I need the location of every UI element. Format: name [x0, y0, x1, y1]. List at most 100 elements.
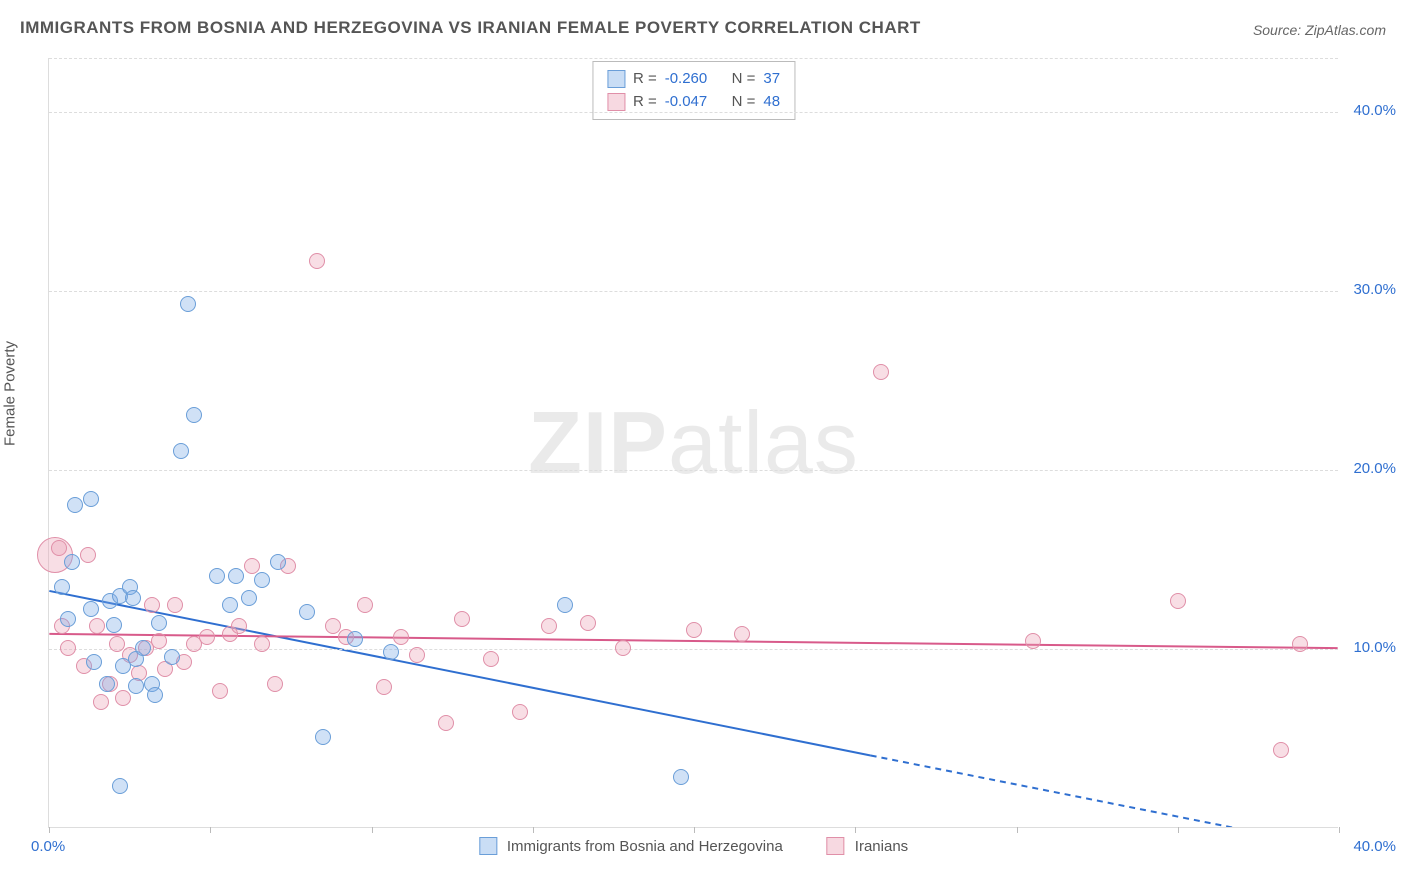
data-point: [873, 364, 889, 380]
data-point: [151, 615, 167, 631]
data-point: [186, 407, 202, 423]
data-point: [83, 491, 99, 507]
data-point: [357, 597, 373, 613]
swatch-blue-icon: [607, 70, 625, 88]
y-tick-label: 10.0%: [1353, 639, 1396, 656]
y-axis-label: Female Poverty: [2, 341, 19, 446]
data-point: [673, 769, 689, 785]
x-tick: [210, 827, 211, 833]
source-label: Source: ZipAtlas.com: [1253, 22, 1386, 38]
data-point: [383, 644, 399, 660]
data-point: [86, 654, 102, 670]
n-label: N =: [732, 91, 756, 114]
data-point: [512, 704, 528, 720]
data-point: [454, 611, 470, 627]
data-point: [615, 640, 631, 656]
data-point: [60, 611, 76, 627]
y-tick-label: 30.0%: [1353, 281, 1396, 298]
data-point: [299, 604, 315, 620]
watermark-zip: ZIP: [528, 393, 668, 492]
x-tick: [372, 827, 373, 833]
data-point: [54, 579, 70, 595]
data-point: [483, 651, 499, 667]
data-point: [241, 590, 257, 606]
data-point: [315, 729, 331, 745]
data-point: [347, 631, 363, 647]
data-point: [80, 547, 96, 563]
data-point: [173, 443, 189, 459]
data-point: [254, 572, 270, 588]
data-point: [228, 568, 244, 584]
r-label: R =: [633, 91, 657, 114]
data-point: [167, 597, 183, 613]
gridline: [49, 112, 1338, 113]
gridline: [49, 291, 1338, 292]
data-point: [212, 683, 228, 699]
x-tick: [1017, 827, 1018, 833]
data-point: [270, 554, 286, 570]
watermark: ZIPatlas: [528, 392, 859, 494]
data-point: [1273, 742, 1289, 758]
data-point: [115, 690, 131, 706]
gridline: [49, 649, 1338, 650]
swatch-pink-icon: [607, 93, 625, 111]
data-point: [376, 679, 392, 695]
gridline: [49, 470, 1338, 471]
trend-lines: [49, 58, 1338, 827]
x-tick-label-right: 40.0%: [1353, 838, 1396, 855]
n-label: N =: [732, 68, 756, 91]
n-value-pink: 48: [763, 91, 780, 114]
data-point: [1025, 633, 1041, 649]
data-point: [199, 629, 215, 645]
r-value-blue: -0.260: [665, 68, 708, 91]
data-point: [151, 633, 167, 649]
data-point: [144, 597, 160, 613]
n-value-blue: 37: [763, 68, 780, 91]
x-tick: [533, 827, 534, 833]
data-point: [89, 618, 105, 634]
data-point: [541, 618, 557, 634]
data-point: [67, 497, 83, 513]
data-point: [106, 617, 122, 633]
data-point: [686, 622, 702, 638]
data-point: [128, 678, 144, 694]
legend-label-blue: Immigrants from Bosnia and Herzegovina: [507, 838, 783, 855]
data-point: [734, 626, 750, 642]
data-point: [231, 618, 247, 634]
data-point: [64, 554, 80, 570]
r-value-pink: -0.047: [665, 91, 708, 114]
data-point: [438, 715, 454, 731]
data-point: [93, 694, 109, 710]
r-label: R =: [633, 68, 657, 91]
data-point: [180, 296, 196, 312]
data-point: [83, 601, 99, 617]
swatch-blue-icon: [479, 837, 497, 855]
data-point: [557, 597, 573, 613]
x-tick-label-left: 0.0%: [31, 838, 65, 855]
data-point: [112, 778, 128, 794]
series-legend: Immigrants from Bosnia and Herzegovina Ir…: [479, 837, 908, 855]
data-point: [267, 676, 283, 692]
swatch-pink-icon: [827, 837, 845, 855]
data-point: [60, 640, 76, 656]
plot-area: ZIPatlas R = -0.260 N = 37 R = -0.047 N …: [48, 58, 1338, 828]
data-point: [147, 687, 163, 703]
gridline: [49, 58, 1338, 59]
data-point: [244, 558, 260, 574]
y-tick-label: 20.0%: [1353, 460, 1396, 477]
data-point: [51, 540, 67, 556]
data-point: [99, 676, 115, 692]
legend-label-pink: Iranians: [855, 838, 908, 855]
stats-row-blue: R = -0.260 N = 37: [607, 68, 780, 91]
chart-title: IMMIGRANTS FROM BOSNIA AND HERZEGOVINA V…: [20, 18, 921, 38]
x-tick: [855, 827, 856, 833]
data-point: [580, 615, 596, 631]
watermark-atlas: atlas: [668, 393, 859, 492]
y-tick-label: 40.0%: [1353, 102, 1396, 119]
data-point: [135, 640, 151, 656]
stats-row-pink: R = -0.047 N = 48: [607, 91, 780, 114]
data-point: [209, 568, 225, 584]
data-point: [309, 253, 325, 269]
x-tick: [1339, 827, 1340, 833]
data-point: [1170, 593, 1186, 609]
